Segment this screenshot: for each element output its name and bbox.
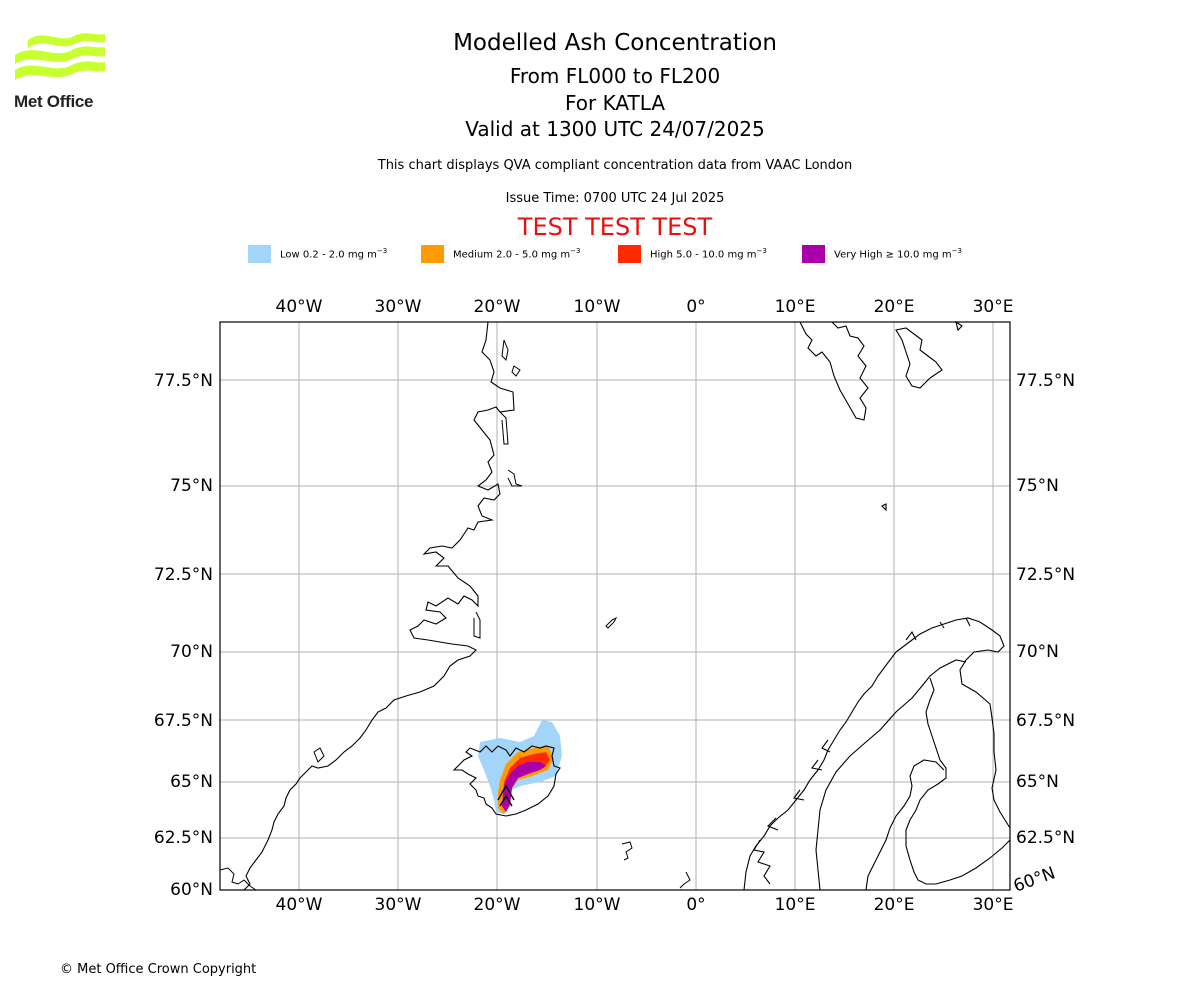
lon-label-top: 10°E — [775, 297, 816, 317]
legend-label-high: High 5.0 - 10.0 mg m — [650, 249, 757, 261]
lon-label-bottom: 30°E — [973, 895, 1014, 915]
lon-label-bottom: 0° — [686, 895, 705, 915]
lon-label-top: 20°W — [474, 297, 521, 317]
lat-label-left: 75°N — [170, 476, 213, 496]
legend-item-medium: Medium 2.0 - 5.0 mg m−3 — [421, 244, 580, 264]
lat-label-right: 62.5°N — [1016, 828, 1075, 848]
lon-label-top: 20°E — [874, 297, 915, 317]
legend-item-very-high: Very High ≥ 10.0 mg m−3 — [802, 244, 962, 264]
coastline-greenland — [243, 321, 515, 891]
legend-swatch-low — [248, 245, 271, 263]
lon-label-bottom: 10°W — [574, 895, 621, 915]
coastline-faroe — [621, 841, 691, 889]
lat-label-left: 67.5°N — [154, 711, 213, 731]
coastline-sweden-finland — [815, 659, 1011, 891]
lon-label-top: 10°W — [574, 297, 621, 317]
lat-label-left: 77.5°N — [154, 371, 213, 391]
lat-label-right: 77.5°N — [1016, 371, 1075, 391]
valid-time: Valid at 1300 UTC 24/07/2025 — [465, 117, 765, 141]
legend-swatch-medium — [421, 245, 444, 263]
bottom-longitude-labels: 40°W 30°W 20°W 10°W 0° 10°E 20°E 30°E — [276, 895, 1014, 915]
lat-label-left: 62.5°N — [154, 828, 213, 848]
coastline-jan-mayen — [605, 616, 618, 629]
map-gridlines — [220, 322, 1010, 890]
left-latitude-labels: 77.5°N 75°N 72.5°N 70°N 67.5°N 65°N 62.5… — [154, 371, 213, 900]
lat-label-right: 75°N — [1016, 476, 1059, 496]
lat-label-right: 72.5°N — [1016, 565, 1075, 585]
ash-very-high — [502, 762, 546, 812]
test-banner: TEST TEST TEST — [517, 213, 713, 241]
ash-plume — [478, 720, 562, 814]
lon-label-bottom: 30°W — [375, 895, 422, 915]
coastline-greenland-south — [219, 747, 325, 891]
lon-label-top: 40°W — [276, 297, 323, 317]
chart-title: Modelled Ash Concentration — [453, 30, 777, 56]
legend-label-low: Low 0.2 - 2.0 mg m — [280, 249, 377, 261]
met-office-logo: Met Office — [14, 30, 109, 112]
lon-label-top: 30°W — [375, 297, 422, 317]
lon-label-bottom: 20°E — [874, 895, 915, 915]
coastline-iceland — [452, 745, 561, 817]
volcano-name: For KATLA — [565, 91, 665, 115]
logo-text: Met Office — [14, 92, 94, 111]
top-longitude-labels: 40°W 30°W 20°W 10°W 0° 10°E 20°E 30°E — [276, 297, 1014, 317]
issue-time: Issue Time: 0700 UTC 24 Jul 2025 — [505, 191, 725, 206]
katla-marker — [497, 784, 515, 807]
copyright-notice: © Met Office Crown Copyright — [60, 962, 257, 977]
lat-label-left: 60°N — [170, 880, 213, 900]
legend-item-low: Low 0.2 - 2.0 mg m−3 — [248, 244, 387, 264]
lon-label-top: 0° — [686, 297, 705, 317]
legend-label-medium: Medium 2.0 - 5.0 mg m — [453, 249, 571, 261]
lat-label-corner: 60°N — [1011, 863, 1058, 896]
legend-swatch-very-high — [802, 245, 825, 263]
lon-label-top: 30°E — [973, 297, 1014, 317]
coastline-scandinavia — [743, 617, 1011, 891]
legend-label-very-high: Very High ≥ 10.0 mg m — [834, 249, 952, 261]
lat-label-left: 65°N — [170, 772, 213, 792]
right-latitude-labels: 77.5°N 75°N 72.5°N 70°N 67.5°N 65°N 62.5… — [1016, 371, 1075, 848]
lon-label-bottom: 10°E — [775, 895, 816, 915]
legend-swatch-high — [618, 245, 641, 263]
lat-label-right: 65°N — [1016, 772, 1059, 792]
legend-item-high: High 5.0 - 10.0 mg m−3 — [618, 244, 767, 264]
logo-waves-icon — [15, 33, 105, 80]
lon-label-bottom: 20°W — [474, 895, 521, 915]
chart-description: This chart displays QVA compliant concen… — [377, 158, 853, 173]
coastline-svalbard — [799, 320, 963, 512]
lat-label-right: 67.5°N — [1016, 711, 1075, 731]
lat-label-right: 70°N — [1016, 642, 1059, 662]
flight-level-range: From FL000 to FL200 — [509, 64, 721, 88]
map-frame — [219, 321, 1011, 891]
lat-label-left: 70°N — [170, 642, 213, 662]
lat-label-left: 72.5°N — [154, 565, 213, 585]
coastline-greenland-inlets — [473, 339, 523, 639]
lon-label-bottom: 40°W — [276, 895, 323, 915]
